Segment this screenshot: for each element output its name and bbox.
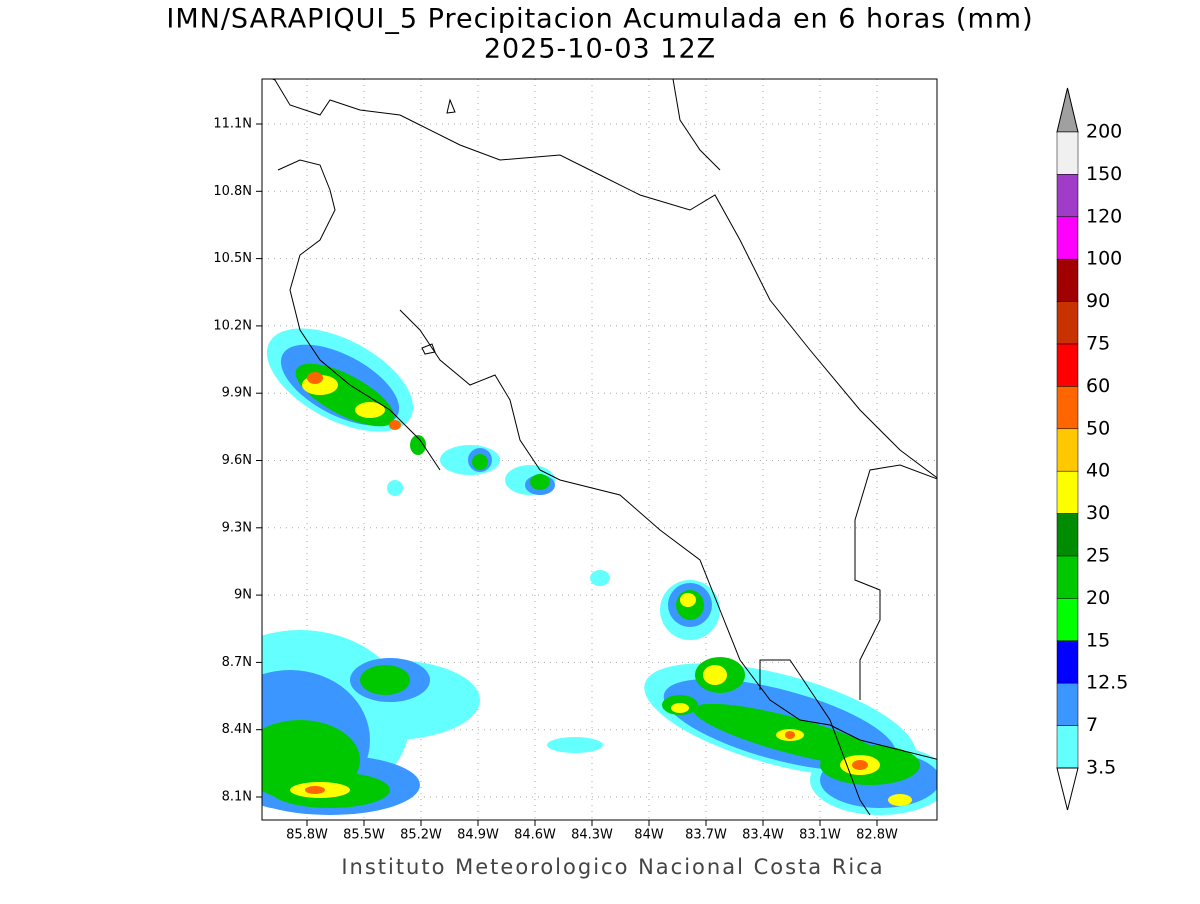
lon-label: 83.4W — [742, 828, 784, 843]
colorbar-label: 25 — [1086, 545, 1110, 567]
lat-label: 8.1N — [222, 790, 252, 805]
colorbar-box — [1056, 386, 1079, 430]
colorbar-label: 15 — [1086, 629, 1110, 651]
colorbar-box — [1056, 301, 1079, 345]
colorbar-label: 3.5 — [1086, 757, 1116, 779]
lat-label: 9N — [234, 588, 252, 603]
colorbar-label: 200 — [1086, 121, 1122, 143]
colorbar-box — [1056, 428, 1079, 472]
lat-label: 9.9N — [222, 386, 252, 401]
colorbar-label: 30 — [1086, 502, 1110, 524]
colorbar-label: 150 — [1086, 163, 1122, 185]
colorbar-box — [1056, 470, 1079, 514]
lat-label: 8.4N — [222, 722, 252, 737]
lat-label: 10.8N — [213, 184, 252, 199]
colorbar-box — [1056, 131, 1079, 175]
colorbar-box — [1056, 343, 1079, 387]
colorbar-label: 120 — [1086, 205, 1122, 227]
colorbar-label: 100 — [1086, 248, 1122, 270]
colorbar-box — [1056, 682, 1079, 726]
lat-label: 10.5N — [213, 251, 252, 266]
title: IMN/SARAPIQUI_5 Precipitacion Acumulada … — [166, 4, 1033, 35]
lat-label: 10.2N — [213, 318, 252, 333]
lon-label: 85.8W — [286, 828, 328, 843]
colorbar-label: 12.5 — [1086, 672, 1128, 694]
map-frame — [261, 78, 938, 821]
lat-label: 8.7N — [222, 655, 252, 670]
colorbar-label: 75 — [1086, 333, 1110, 355]
colorbar-box — [1056, 216, 1079, 260]
colorbar-box — [1056, 174, 1079, 218]
footer: Instituto Meteorologico Nacional Costa R… — [341, 855, 884, 879]
lat-label: 11.1N — [213, 117, 252, 132]
lat-label: 9.3N — [222, 520, 252, 535]
colorbar-box — [1056, 598, 1079, 642]
colorbar-label: 7 — [1086, 714, 1098, 736]
lon-label: 82.8W — [856, 828, 898, 843]
lon-label: 84.6W — [514, 828, 556, 843]
lon-label: 84.9W — [457, 828, 499, 843]
colorbar-label: 40 — [1086, 460, 1110, 482]
subtitle: 2025-10-03 12Z — [484, 34, 716, 65]
colorbar-box — [1056, 258, 1079, 302]
lon-label: 84W — [634, 828, 664, 843]
colorbar-label: 90 — [1086, 290, 1110, 312]
lon-label: 85.5W — [343, 828, 385, 843]
coastlines — [271, 79, 937, 816]
lon-label: 85.2W — [400, 828, 442, 843]
colorbar-label: 50 — [1086, 417, 1110, 439]
colorbar-label: 60 — [1086, 375, 1110, 397]
colorbar-box — [1056, 555, 1079, 599]
precipitation-field — [262, 328, 937, 815]
colorbar-triangle — [1056, 767, 1079, 811]
colorbar-box — [1056, 725, 1079, 769]
colorbar-triangle — [1056, 87, 1079, 133]
colorbar-box — [1056, 640, 1079, 684]
colorbar-label: 20 — [1086, 587, 1110, 609]
lon-label: 84.3W — [571, 828, 613, 843]
lon-label: 83.7W — [685, 828, 727, 843]
colorbar-box — [1056, 513, 1079, 557]
lon-label: 83.1W — [799, 828, 841, 843]
lat-label: 9.6N — [222, 453, 252, 468]
